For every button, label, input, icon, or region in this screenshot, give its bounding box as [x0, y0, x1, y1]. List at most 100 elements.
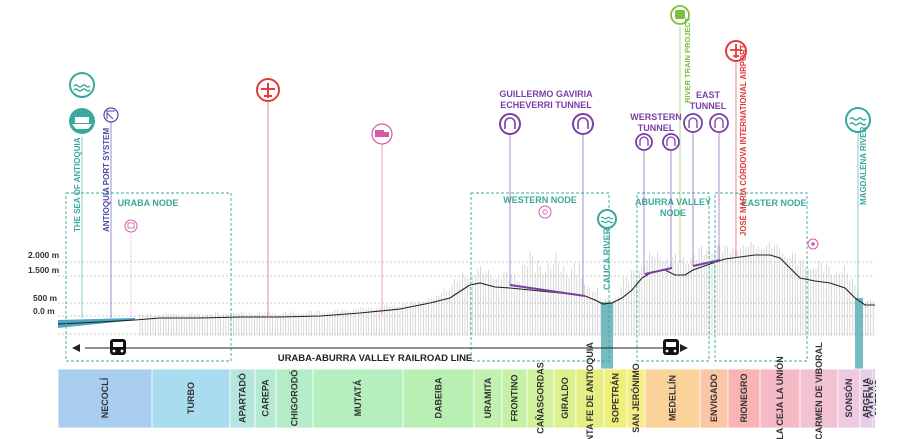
cauca-river-label: CAUCA RIVER [602, 227, 612, 290]
municipality-label: RIONEGRO [739, 373, 749, 422]
municipality-label: CAREPA [261, 379, 271, 417]
guillermo-gaviria-tunnel-segment [509, 284, 586, 297]
municipality-label: ARGELIA [862, 377, 872, 418]
magdalena-river-label: MAGDALENA RIVER [859, 126, 868, 205]
municipality-label: ENVIGADO [709, 374, 719, 422]
transit-icon [807, 238, 819, 250]
municipality-label: LA CEJA LA UNIÓN [774, 356, 785, 439]
terrain-relief [139, 241, 874, 336]
sea-label: THE SEA OF ANTIOQUIA [73, 137, 82, 232]
western-node-label: WESTERN NODE [503, 195, 577, 205]
railroad-line-label: URABA-ABURRA VALLEY RAILROAD LINE [278, 353, 473, 364]
tunnel-segments [509, 259, 721, 297]
magdalena-river-column [855, 298, 863, 428]
east-tunnel-segment [692, 259, 721, 267]
municipality-cell [275, 368, 314, 429]
western-tunnel-label-1: WERSTERN [630, 112, 682, 122]
municipality-cell [873, 369, 875, 428]
elevation-label-500: 500 m [33, 293, 58, 303]
port-label: ANTIOQUIA PORT SYSTEM [102, 128, 111, 232]
municipality-label: SAN JERÓNIMO [630, 363, 641, 433]
elevation-profile-line [57, 254, 875, 325]
guillermo-tunnel-label-2: ECHEVERRI TUNNEL [500, 100, 592, 110]
elevation-label-0: 0.0 m [33, 306, 55, 316]
municipality-cell [501, 368, 528, 429]
elevation-label-1500: 1.500 m [28, 265, 60, 275]
east-tunnel-label-1: EAST [696, 90, 721, 100]
cauca-river-icon [597, 209, 617, 229]
municipality-label: SANTA FE DE ANTIOQUIA [585, 342, 595, 439]
aburra-node-label-1: ABURRA VALLEY [635, 197, 711, 207]
municipality-label: CAÑASGORDAS [536, 362, 546, 434]
arrow-right-icon [680, 344, 688, 352]
transit-icon [538, 205, 552, 219]
municipality-label: DABEIBA [434, 377, 444, 419]
sea-fill [58, 318, 135, 328]
tunnel-icon [499, 113, 521, 135]
municipality-label: GIRALDO [560, 377, 570, 419]
elevation-label-2000: 2.000 m [28, 250, 60, 260]
uraba-node-box [65, 192, 232, 362]
railroad-line: URABA-ABURRA VALLEY RAILROAD LINE [72, 339, 688, 364]
aburra-valley-node-box [636, 192, 710, 362]
bus-icon [124, 219, 138, 233]
western-tunnel-segment [644, 267, 673, 275]
elevation-gridlines [58, 261, 875, 335]
municipality-label: EL CARMEN DE VIBORAL [814, 342, 824, 439]
magdalena-river-icon [845, 107, 871, 133]
municipality-cell [727, 368, 761, 429]
arrow-left-icon [72, 344, 80, 352]
municipality-cell [526, 368, 555, 429]
tunnel-icon [635, 133, 653, 151]
municipality-label: FRONTINO [510, 375, 520, 422]
municipality-label: URAMITA [483, 377, 493, 418]
airport-icon [256, 78, 280, 102]
jmc-airport-label: JOSÉ MARÍA CÓRDOVA INTERNATIONAL AIRPORT [739, 44, 748, 236]
municipality-label: TURBO [186, 382, 196, 414]
municipality-cell [57, 368, 153, 429]
western-tunnel-label-2: TUNNEL [638, 123, 675, 133]
east-tunnel-label-2: TUNNEL [690, 101, 727, 111]
municipality-label: SOPETRÁN [611, 373, 621, 423]
train-icon [110, 339, 126, 355]
easter-node-box [714, 192, 808, 362]
uraba-node-label: URABA NODE [118, 198, 179, 208]
municipality-cell [229, 368, 256, 429]
ship-icon [69, 108, 95, 134]
western-node-box [470, 192, 610, 362]
tunnel-icon [572, 113, 594, 135]
municipality-label: NECOCLÍ [100, 377, 110, 418]
municipality-cell [799, 368, 839, 429]
municipality-label: APARTADÓ [237, 373, 248, 423]
aburra-node-label-2: NODE [660, 208, 686, 218]
river-train-label: RIVER TRAIN PROJECT [683, 17, 692, 103]
municipality-cell [402, 368, 475, 429]
municipality-label: MEDELLÍN [668, 375, 678, 421]
node-boxes: URABA NODE WESTERN NODE ABURRA VALLEY NO… [65, 192, 808, 362]
port-crane-icon [103, 107, 119, 123]
truck-icon [371, 123, 393, 145]
municipality-cell [473, 368, 503, 429]
municipality-cell [575, 368, 605, 429]
tunnel-icon [662, 133, 680, 151]
airport-icon [725, 40, 747, 62]
easter-node-label: EASTER NODE [741, 198, 806, 208]
municipality-cell [759, 368, 801, 429]
waves-icon [69, 72, 95, 98]
municipality-label: MUTATÁ [353, 379, 363, 416]
tunnel-icon [709, 113, 729, 133]
municipality-cell [644, 368, 701, 429]
municipality-label: SONSÓN [843, 378, 854, 417]
elevation-axis: 2.000 m 1.500 m 500 m 0.0 m [28, 250, 60, 316]
landmarks: THE SEA OF ANTIOQUIA ANTIOQUIA PORT SYST… [69, 5, 871, 320]
municipality-band: NECOCLÍ TURBO APARTADÓ CAREPA CHIGORODÓ MUTAT… [57, 342, 878, 439]
municipality-cell [151, 368, 231, 429]
river-train-icon [670, 5, 690, 25]
tunnel-icon [683, 113, 703, 133]
municipality-cell [312, 368, 404, 429]
train-icon [663, 339, 679, 355]
guillermo-tunnel-label-1: GUILLERMO GAVIRIA [499, 89, 593, 99]
municipality-label: CHIGORODÓ [289, 370, 300, 427]
municipality-cell [699, 368, 729, 429]
